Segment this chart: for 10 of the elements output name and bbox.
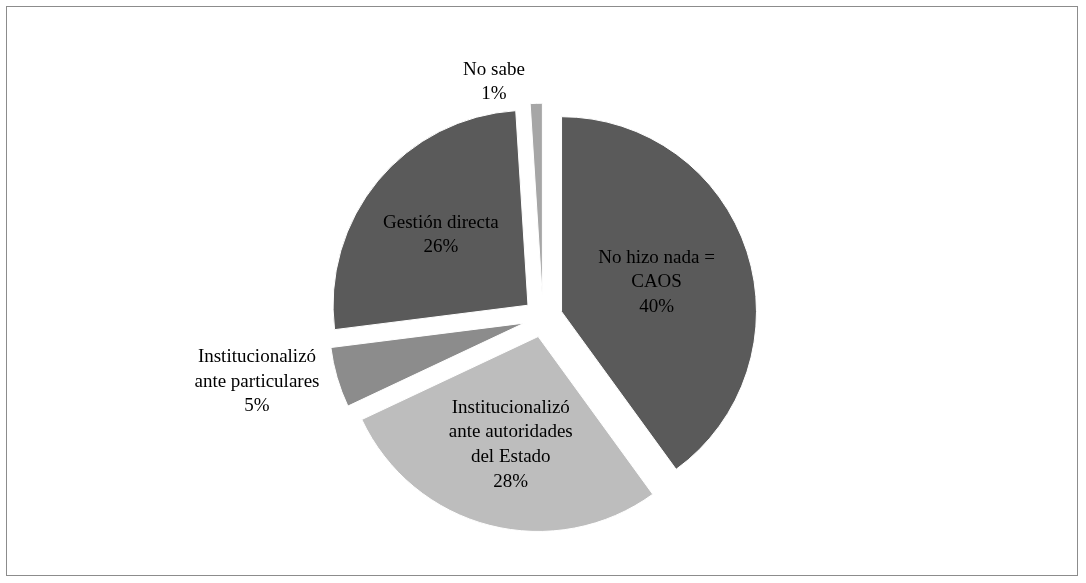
slice-label: Institucionalizó ante autoridades del Estado bbox=[448, 395, 573, 467]
data-label: 40% bbox=[639, 294, 675, 316]
slice-label: No hizo nada = CAOS bbox=[598, 245, 715, 292]
slice-label: Institucionalizó ante particulares bbox=[194, 345, 320, 391]
data-label: 26% bbox=[423, 235, 459, 257]
data-label: 5% bbox=[244, 394, 270, 416]
slice-label: Gestión directa bbox=[383, 210, 500, 232]
slice-label: No sabe bbox=[463, 57, 525, 79]
data-label: 28% bbox=[493, 469, 529, 491]
data-label: 1% bbox=[481, 82, 507, 104]
